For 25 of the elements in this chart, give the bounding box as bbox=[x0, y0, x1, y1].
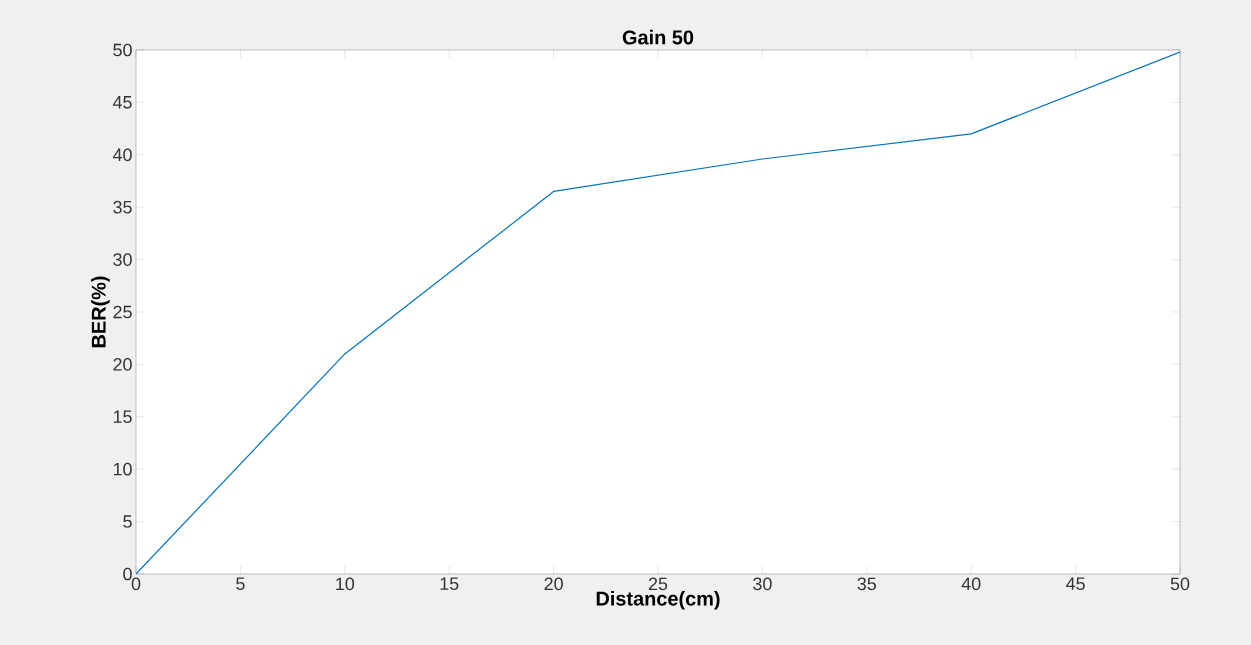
x-tick-label: 10 bbox=[336, 577, 355, 591]
y-tick-label: 10 bbox=[113, 462, 132, 476]
x-tick-label: 5 bbox=[236, 577, 245, 591]
y-tick-label: 40 bbox=[112, 148, 132, 162]
x-tick-label: 25 bbox=[648, 577, 668, 591]
y-tick-label: 50 bbox=[113, 43, 132, 57]
x-axis-title: Distance(cm) bbox=[596, 591, 720, 610]
y-tick-label: 15 bbox=[113, 410, 132, 424]
y-tick-label: 20 bbox=[113, 358, 132, 371]
x-tick-label: 50 bbox=[1170, 577, 1190, 591]
x-tick-label: 35 bbox=[857, 577, 877, 591]
x-tick-label: 15 bbox=[440, 577, 459, 591]
line-series bbox=[136, 51, 1180, 574]
y-tick-label: 5 bbox=[123, 515, 132, 528]
y-axis-title: BER(%) bbox=[91, 276, 110, 348]
y-tick-label: 0 bbox=[123, 567, 132, 581]
y-tick-label: 35 bbox=[113, 200, 132, 214]
x-tick-label: 40 bbox=[961, 577, 981, 591]
y-tick-label: 45 bbox=[112, 96, 132, 109]
y-tick-label: 25 bbox=[113, 305, 132, 319]
y-tick-label: 30 bbox=[113, 253, 132, 266]
x-tick-label: 45 bbox=[1066, 577, 1085, 591]
chart-title: Gain 50 bbox=[622, 29, 694, 45]
x-tick-label: 30 bbox=[753, 577, 772, 591]
x-tick-label: 20 bbox=[544, 577, 563, 591]
